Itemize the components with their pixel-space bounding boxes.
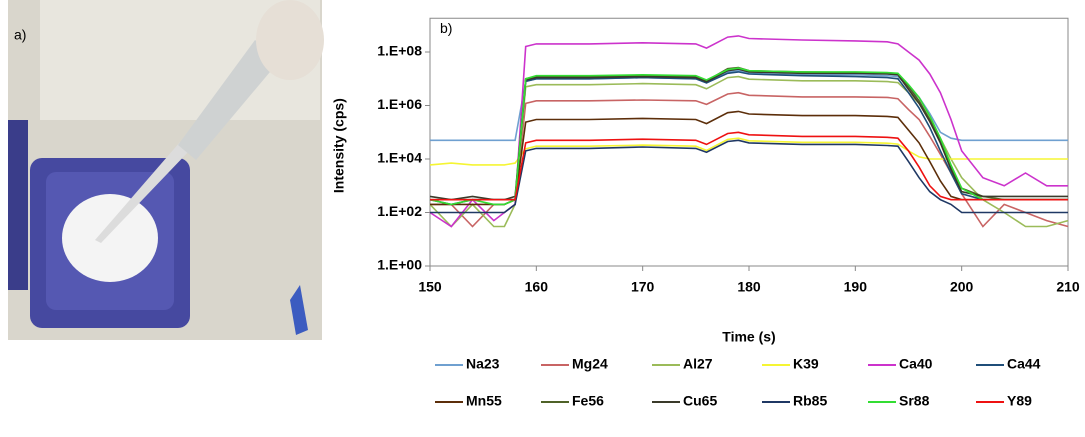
x-tick-label: 150 <box>418 279 442 295</box>
legend-label: Fe56 <box>572 393 604 409</box>
panel-label: a) <box>14 27 26 43</box>
legend-label: Cu65 <box>683 393 717 409</box>
legend-label: Na23 <box>466 356 500 372</box>
legend-label: Y89 <box>1007 393 1032 409</box>
clip <box>290 285 308 335</box>
pipette <box>178 40 280 160</box>
pipette-tip <box>95 142 190 243</box>
photo: a) <box>8 0 324 340</box>
annotation: b) <box>440 20 452 36</box>
legend-label: Mn55 <box>466 393 502 409</box>
y-tick-label: 1.E+02 <box>377 203 422 219</box>
x-tick-label: 190 <box>844 279 868 295</box>
series-line <box>429 35 1068 228</box>
chart: b) 1.E+00 1.E+02 1.E+04 1.E+06 1.E+08 150 160 17… <box>331 17 1080 409</box>
x-tick-label: 180 <box>737 279 761 295</box>
series-line <box>430 110 1068 206</box>
y-tick-label: 1.E+00 <box>377 257 422 273</box>
x-tick-label: 210 <box>1056 279 1080 295</box>
x-tick-label: 160 <box>525 279 549 295</box>
x-tick-label: 170 <box>631 279 655 295</box>
sample-disc <box>62 194 158 282</box>
legend-label: Mg24 <box>572 356 608 372</box>
glove <box>256 0 324 80</box>
y-tick-label: 1.E+08 <box>377 43 422 59</box>
series-line <box>429 75 1069 228</box>
series-line <box>430 139 1068 214</box>
y-tick-label: 1.E+04 <box>377 150 422 166</box>
y-axis-title: Intensity (cps) <box>331 98 347 193</box>
legend-label: Sr88 <box>899 393 930 409</box>
legend-label: Ca44 <box>1007 356 1041 372</box>
legend-label: Al27 <box>683 356 713 372</box>
x-tick-label: 200 <box>950 279 974 295</box>
legend-label: Ca40 <box>899 356 933 372</box>
series-line <box>429 68 1068 201</box>
legend-label: Rb85 <box>793 393 827 409</box>
series-line <box>429 137 1068 166</box>
tray-edge <box>8 120 28 290</box>
legend-label: K39 <box>793 356 819 372</box>
x-axis-title: Time (s) <box>722 329 775 345</box>
y-tick-label: 1.E+06 <box>377 96 422 112</box>
series-line <box>430 131 1068 201</box>
